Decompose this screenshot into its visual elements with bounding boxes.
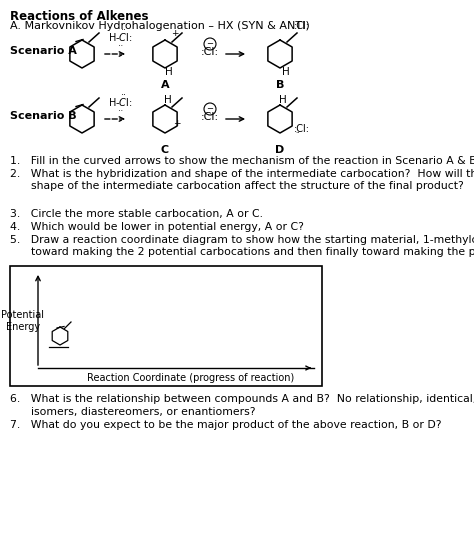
Text: −: − xyxy=(207,105,213,114)
Text: B: B xyxy=(276,80,284,90)
Text: C: C xyxy=(161,145,169,155)
Text: ··: ·· xyxy=(295,130,300,136)
Text: +: + xyxy=(171,29,179,38)
Text: ··: ·· xyxy=(114,108,123,114)
Text: H: H xyxy=(165,67,173,77)
Text: shape of the intermediate carbocation affect the structure of the final product?: shape of the intermediate carbocation af… xyxy=(10,181,464,191)
Text: −: − xyxy=(207,40,213,49)
Text: H-$\ddot{C}$l:: H-$\ddot{C}$l: xyxy=(108,29,133,44)
Text: +: + xyxy=(173,120,181,129)
Text: 2.   What is the hybridization and shape of the intermediate carbocation?  How w: 2. What is the hybridization and shape o… xyxy=(10,169,474,179)
Text: D: D xyxy=(275,145,284,155)
Text: :Cl:: :Cl: xyxy=(201,47,219,57)
Text: H: H xyxy=(279,95,287,105)
Text: isomers, diastereomers, or enantiomers?: isomers, diastereomers, or enantiomers? xyxy=(10,407,255,417)
Text: Scenario A: Scenario A xyxy=(10,46,77,56)
Text: ··: ·· xyxy=(114,43,123,49)
Text: :Cl:: :Cl: xyxy=(201,112,219,122)
Text: Scenario B: Scenario B xyxy=(10,111,77,121)
Text: A: A xyxy=(161,80,169,90)
Text: 5.   Draw a reaction coordinate diagram to show how the starting material, 1-met: 5. Draw a reaction coordinate diagram to… xyxy=(10,235,474,245)
Text: :Cl:: :Cl: xyxy=(294,21,310,31)
Bar xyxy=(10,266,322,386)
Text: 7.   What do you expect to be the major product of the above reaction, B or D?: 7. What do you expect to be the major pr… xyxy=(10,420,441,430)
Text: 4.   Which would be lower in potential energy, A or C?: 4. Which would be lower in potential ene… xyxy=(10,222,304,232)
Text: toward making the 2 potential carbocations and then finally toward making the pr: toward making the 2 potential carbocatio… xyxy=(10,247,474,257)
Text: 3.   Circle the more stable carbocation, A or C.: 3. Circle the more stable carbocation, A… xyxy=(10,209,263,219)
Text: H: H xyxy=(282,67,290,77)
Text: 1.   Fill in the curved arrows to show the mechanism of the reaction in Scenario: 1. Fill in the curved arrows to show the… xyxy=(10,156,474,166)
Text: Potential
Energy: Potential Energy xyxy=(1,310,45,332)
Text: A. Markovnikov Hydrohalogenation – HX (SYN & ANTI): A. Markovnikov Hydrohalogenation – HX (S… xyxy=(10,21,310,31)
Text: :Cl:: :Cl: xyxy=(294,124,310,134)
Text: Reactions of Alkenes: Reactions of Alkenes xyxy=(10,10,148,23)
Text: H-$\ddot{C}$l:: H-$\ddot{C}$l: xyxy=(108,94,133,109)
Text: Reaction Coordinate (progress of reaction): Reaction Coordinate (progress of reactio… xyxy=(87,373,295,383)
Text: H: H xyxy=(164,95,172,105)
Text: 6.   What is the relationship between compounds A and B?  No relationship, ident: 6. What is the relationship between comp… xyxy=(10,394,474,404)
